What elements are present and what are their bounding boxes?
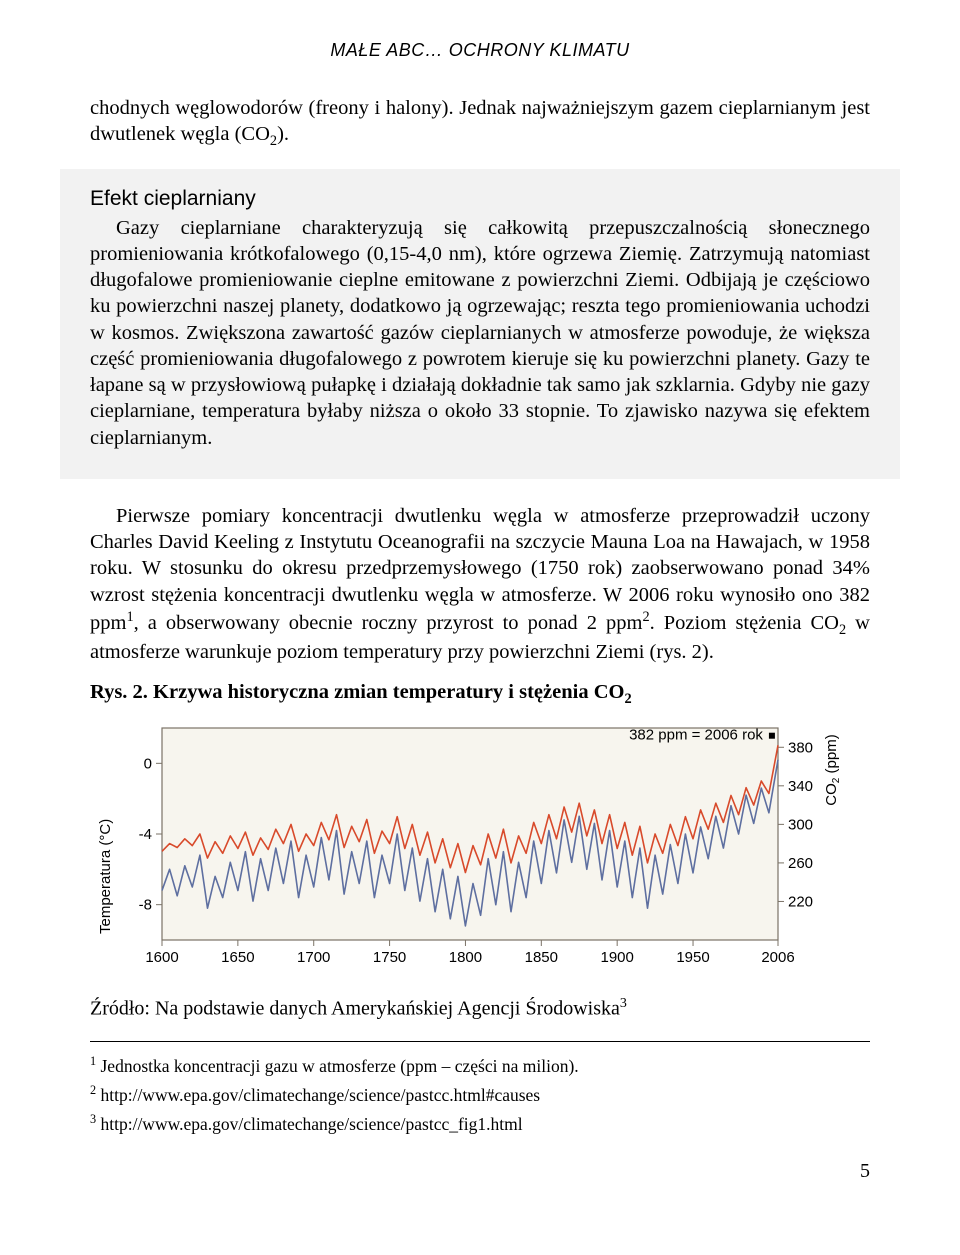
svg-text:1950: 1950 — [676, 949, 709, 966]
footnotes: 1 Jednostka koncentracji gazu w atmosfer… — [90, 1041, 870, 1134]
svg-text:300: 300 — [788, 817, 813, 834]
svg-text:Temperatura (°C): Temperatura (°C) — [97, 819, 114, 934]
svg-text:0: 0 — [144, 756, 152, 773]
page: MAŁE ABC… OCHRONY KLIMATU chodnych węglo… — [0, 0, 960, 1233]
footnote-2: 2 http://www.epa.gov/climatechange/scien… — [90, 1083, 870, 1106]
footnote-1: 1 Jednostka koncentracji gazu w atmosfer… — [90, 1054, 870, 1077]
svg-text:-4: -4 — [139, 826, 152, 843]
callout-box: Efekt cieplarniany Gazy cieplarniane cha… — [60, 169, 900, 479]
body-paragraph: Pierwsze pomiary koncentracji dwutlenku … — [90, 503, 870, 665]
page-number: 5 — [90, 1160, 870, 1183]
line-chart: 1600 1650 1700 1750 1800 1850 1900 1950 2006 0 -4 -… — [90, 720, 870, 980]
footnote-3: 3 http://www.epa.gov/climatechange/scien… — [90, 1112, 870, 1135]
svg-text:260: 260 — [788, 855, 813, 872]
svg-text:1650: 1650 — [221, 949, 254, 966]
svg-text:CO2 (ppm): CO2 (ppm) — [823, 735, 842, 806]
callout-body: Gazy cieplarniane charakteryzują się cał… — [90, 215, 870, 451]
svg-text:-8: -8 — [139, 897, 152, 914]
svg-text:1600: 1600 — [145, 949, 178, 966]
svg-text:1750: 1750 — [373, 949, 406, 966]
svg-text:1800: 1800 — [449, 949, 482, 966]
chart-container: 1600 1650 1700 1750 1800 1850 1900 1950 2006 0 -4 -… — [90, 720, 870, 980]
figure-source: Źródło: Na podstawie danych Amerykańskie… — [90, 996, 870, 1021]
svg-text:1850: 1850 — [525, 949, 558, 966]
svg-text:2006: 2006 — [761, 949, 794, 966]
svg-text:382 ppm = 2006 rok: 382 ppm = 2006 rok — [629, 727, 763, 744]
svg-text:380: 380 — [788, 740, 813, 757]
intro-paragraph: chodnych węglowodorów (freony i halony).… — [90, 95, 870, 151]
svg-text:1700: 1700 — [297, 949, 330, 966]
svg-text:220: 220 — [788, 894, 813, 911]
running-head: MAŁE ABC… OCHRONY KLIMATU — [90, 40, 870, 61]
figure-caption: Rys. 2. Krzywa historyczna zmian tempera… — [90, 681, 870, 708]
svg-text:1900: 1900 — [600, 949, 633, 966]
svg-text:340: 340 — [788, 778, 813, 795]
callout-title: Efekt cieplarniany — [90, 187, 870, 211]
